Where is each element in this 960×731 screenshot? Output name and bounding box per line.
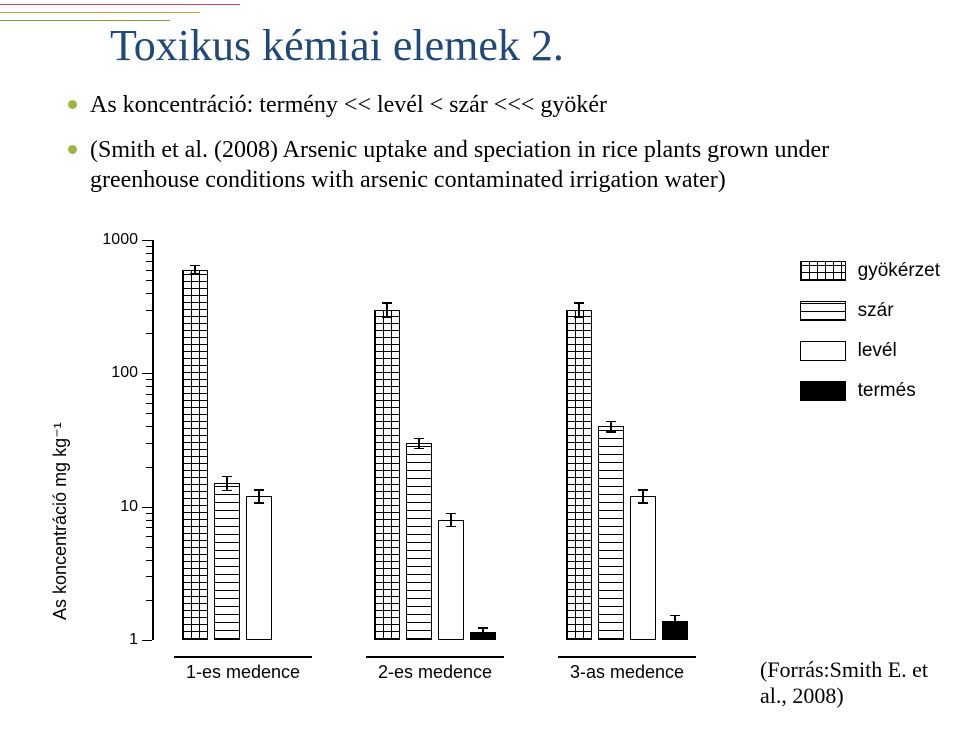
bar	[182, 270, 208, 640]
error-bar	[578, 302, 580, 318]
y-tick-minor	[146, 600, 152, 601]
slide-title: Toxikus kémiai elemek 2.	[110, 20, 564, 71]
y-tick-minor	[146, 270, 152, 271]
y-tick-minor	[146, 293, 152, 294]
y-tick-minor	[146, 394, 152, 395]
y-tick-major	[142, 640, 152, 641]
legend-item: termés	[800, 380, 940, 402]
y-tick-minor	[146, 310, 152, 311]
error-bar	[482, 627, 484, 637]
error-bar	[226, 476, 228, 492]
x-category-label: 2-es medence	[354, 662, 516, 683]
legend-swatch	[800, 341, 846, 361]
y-tick-minor	[146, 253, 152, 254]
error-bar	[450, 513, 452, 528]
error-bar	[674, 615, 676, 627]
y-tick-minor	[146, 413, 152, 414]
y-tick-minor	[146, 280, 152, 281]
y-tick-minor	[146, 560, 152, 561]
y-axis-label: As koncentráció mg kg⁻¹	[50, 422, 71, 620]
y-tick-minor	[146, 513, 152, 514]
y-tick-minor	[146, 426, 152, 427]
y-tick-minor	[146, 520, 152, 521]
group-baseline	[366, 656, 504, 658]
group-baseline	[174, 656, 312, 658]
y-tick-minor	[146, 527, 152, 528]
bar	[214, 483, 240, 640]
bar	[630, 496, 656, 640]
legend-item: gyökérzet	[800, 260, 940, 282]
x-category-label: 3-as medence	[546, 662, 708, 683]
legend-item: szár	[800, 300, 940, 322]
error-bar	[194, 265, 196, 275]
plot-area	[154, 240, 734, 640]
legend-swatch	[800, 381, 846, 401]
legend-item: levél	[800, 340, 940, 362]
bar	[438, 520, 464, 640]
y-tick-label: 100	[98, 364, 138, 382]
y-tick-label: 1000	[98, 231, 138, 249]
y-tick-label: 10	[98, 498, 138, 516]
bar	[374, 310, 400, 640]
y-tick-label: 1	[98, 631, 138, 649]
bar	[598, 426, 624, 640]
legend-label: termés	[858, 380, 916, 402]
y-tick-minor	[146, 443, 152, 444]
decor-line	[0, 4, 240, 5]
bar	[406, 443, 432, 640]
decor-line	[0, 12, 200, 13]
y-tick-minor	[146, 261, 152, 262]
y-tick-major	[142, 373, 152, 374]
bar-chart: As koncentráció mg kg⁻¹ 1 10 100 1000 1-es …	[30, 230, 930, 710]
y-tick-major	[142, 507, 152, 508]
legend-swatch	[800, 261, 846, 281]
y-tick-major	[142, 240, 152, 241]
error-bar	[258, 489, 260, 504]
bullet-item: (Smith et al. (2008) Arsenic uptake and …	[90, 135, 870, 195]
bar	[246, 496, 272, 640]
legend: gyökérzet szár levél termés	[800, 260, 940, 420]
error-bar	[610, 421, 612, 433]
slide: Toxikus kémiai elemek 2. As koncentráció…	[0, 0, 960, 731]
x-category-label: 1-es medence	[162, 662, 324, 683]
error-bar	[418, 438, 420, 450]
bar	[566, 310, 592, 640]
source-citation: (Forrás:Smith E. et al., 2008)	[760, 657, 960, 709]
legend-label: gyökérzet	[858, 260, 940, 282]
y-tick-minor	[146, 536, 152, 537]
legend-label: levél	[858, 340, 897, 362]
legend-swatch	[800, 301, 846, 321]
y-tick-minor	[146, 467, 152, 468]
bullet-item: As koncentráció: termény << levél < szár…	[90, 90, 870, 120]
legend-label: szár	[858, 300, 894, 322]
y-tick-minor	[146, 547, 152, 548]
error-bar	[386, 302, 388, 318]
y-tick-minor	[146, 403, 152, 404]
y-tick-minor	[146, 333, 152, 334]
y-tick-minor	[146, 576, 152, 577]
y-tick-minor	[146, 246, 152, 247]
y-tick-minor	[146, 379, 152, 380]
group-baseline	[558, 656, 696, 658]
y-tick-minor	[146, 386, 152, 387]
error-bar	[642, 489, 644, 504]
